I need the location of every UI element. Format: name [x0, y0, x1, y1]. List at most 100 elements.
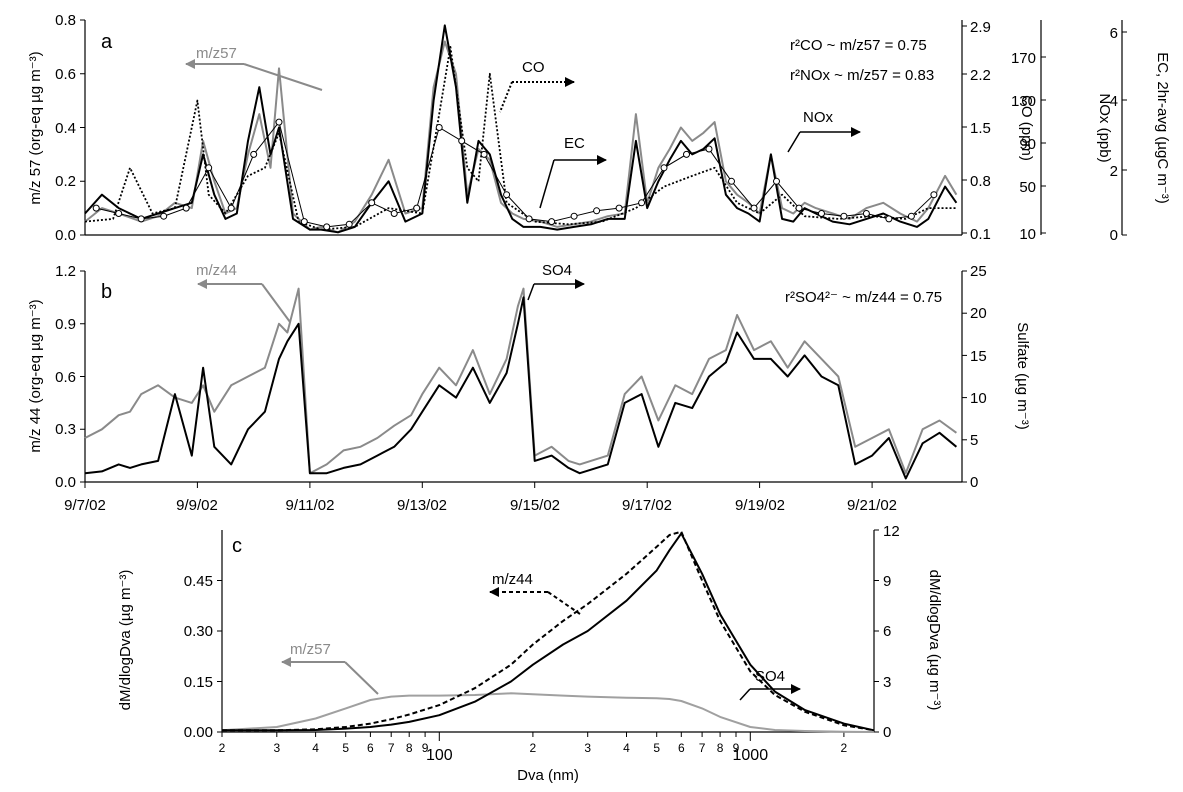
- sulfate-tick: 20: [970, 305, 987, 322]
- mz44-leader-b: [261, 283, 291, 323]
- panel-a-nox-point: [413, 204, 421, 212]
- panel-c-ytick: 0.15: [184, 674, 213, 691]
- panel-a-nox-point: [615, 204, 623, 212]
- co-tick: 2.9: [970, 19, 991, 36]
- panel-a-nox-point: [182, 204, 190, 212]
- panel-c: c 0.00 0.15 0.30 0.45 dM/dlogDva (µg m⁻³…: [117, 523, 943, 784]
- panel-a-nox-point: [503, 191, 511, 199]
- mz44-leader-c: [547, 591, 581, 615]
- panel-a-nox-point: [728, 177, 735, 185]
- so4-label-c: SO4: [755, 668, 785, 685]
- panel-a-nox-point: [525, 215, 533, 223]
- panel-a-nox-point: [275, 118, 283, 126]
- mz57-label-c: m/z57: [290, 641, 331, 658]
- panel-a-ytick: 0.0: [55, 227, 76, 244]
- co-tick: 2.2: [970, 67, 991, 84]
- panel-a-nox-point: [345, 220, 353, 228]
- co-tick: 0.1: [970, 226, 991, 243]
- panel-c-letter: c: [232, 535, 242, 557]
- panel-a-letter: a: [101, 31, 113, 53]
- panel-c-right-ticks: 0 3 6 9 12: [874, 523, 900, 741]
- panel-a-nox-point: [683, 150, 690, 158]
- ec-tick: 0: [1110, 227, 1118, 244]
- date-tick: 9/15/02: [510, 497, 560, 514]
- mz44-label-b: m/z44: [196, 262, 237, 279]
- panel-a-nox-point: [705, 145, 713, 153]
- panel-a-nox-point: [795, 204, 803, 212]
- panel-a-nox-point: [840, 212, 848, 220]
- co-label: CO: [522, 59, 545, 76]
- nox-tick: 50: [1019, 179, 1036, 196]
- panel-b-ytick: 1.2: [55, 263, 76, 280]
- panel-a-nox-point: [137, 215, 145, 223]
- date-tick: 9/7/02: [64, 497, 106, 514]
- panel-a-nox-point: [480, 150, 488, 158]
- panel-c-right-tick: 12: [883, 523, 900, 540]
- nox-axis-label: NOx (ppb): [1096, 93, 1113, 162]
- panel-a-nox-point: [660, 164, 668, 172]
- sulfate-tick: 0: [970, 474, 978, 491]
- nox-leader: [787, 131, 801, 153]
- panel-a-nox-point: [435, 124, 443, 131]
- date-tick: 9/13/02: [397, 497, 447, 514]
- panel-a-y-axis-label: m/z 57 (org-eq µg m⁻³): [27, 51, 44, 204]
- panel-a-left-ticks: 0.0 0.2 0.4 0.6 0.8: [55, 12, 85, 244]
- panel-a-nox-point: [323, 223, 331, 231]
- panel-c-so4-line: [222, 532, 875, 732]
- panel-a-plot: [84, 24, 958, 234]
- panel-c-xtick-label: 6: [367, 741, 374, 755]
- panel-c-left-ticks: 0.00 0.15 0.30 0.45: [184, 573, 222, 741]
- panel-c-xtick-label: 7: [699, 741, 706, 755]
- panel-a-nox-ticks: 10 50 90 130 170: [1011, 50, 1046, 243]
- panel-c-mz57-line: [221, 692, 875, 733]
- panel-a-nox-point: [250, 150, 258, 158]
- panel-c-xtick-label: 3: [273, 741, 280, 755]
- panel-a-nox-point: [160, 212, 168, 220]
- panel-a-nox-line: [96, 120, 935, 228]
- panel-c-xtick-label: 9: [422, 741, 429, 755]
- co-axis-label: CO (ppm): [1018, 95, 1035, 161]
- sulfate-tick: 15: [970, 348, 987, 365]
- panel-b-right-ticks: 0 5 10 15 20 25: [962, 263, 987, 491]
- panel-a-nox-point: [368, 199, 376, 207]
- panel-c-ytick: 0.45: [184, 573, 213, 590]
- panel-a-co-line: [84, 46, 957, 231]
- panel-a-nox-point: [205, 164, 213, 172]
- panel-a-ytick: 0.8: [55, 12, 76, 29]
- panel-a-ytick: 0.2: [55, 173, 76, 190]
- panel-c-xtick-label: 4: [623, 741, 630, 755]
- mz57-leader-c: [344, 661, 379, 695]
- panel-c-xtick-label: 100: [426, 747, 453, 764]
- panel-c-ytick: 0.30: [184, 623, 213, 640]
- panel-a-ytick: 0.4: [55, 120, 76, 137]
- date-tick: 9/11/02: [286, 497, 335, 514]
- panel-c-xtick-label: 3: [584, 741, 591, 755]
- panel-a-nox-point: [390, 210, 398, 217]
- panel-c-xtick-label: 2: [219, 741, 226, 755]
- panel-b-ytick: 0.0: [55, 474, 76, 491]
- co-tick: 1.5: [970, 120, 991, 137]
- so4-label-b: SO4: [542, 262, 572, 279]
- panel-c-xtick-label: 2: [841, 741, 848, 755]
- panel-b-ytick: 0.3: [55, 421, 76, 438]
- panel-a-nox-point: [548, 218, 556, 226]
- panel-a-nox-point: [300, 218, 308, 226]
- panel-a-nox-point: [907, 212, 915, 220]
- panel-a-nox-point: [773, 177, 780, 185]
- panel-a-nox-point: [638, 199, 646, 207]
- panel-b-ytick: 0.6: [55, 369, 76, 386]
- mz57-leader-a: [243, 63, 323, 91]
- panel-c-right-tick: 9: [883, 573, 891, 590]
- panel-a-nox-point: [862, 210, 870, 217]
- nox-tick: 10: [1019, 226, 1036, 243]
- panel-b-left-ticks: 0.0 0.3 0.6 0.9 1.2: [55, 263, 85, 491]
- panel-c-ytick: 0.00: [184, 724, 213, 741]
- panel-c-xtick-label: 4: [312, 741, 319, 755]
- panel-c-right-tick: 3: [883, 674, 891, 691]
- panel-b-y-axis-label: m/z 44 (org-eq µg m⁻³): [27, 299, 44, 452]
- panel-c-right-y-axis-label: dM/dlogDva (µg m⁻³): [926, 570, 943, 711]
- panel-a: a 0.0 0.2 0.4 0.6 0.8 m/z 57 (org-eq µg …: [27, 12, 1171, 244]
- nox-tick: 170: [1011, 50, 1036, 67]
- ec-axis-label: EC, 2hr-avg (µgC m⁻³): [1154, 52, 1171, 204]
- panel-a-nox-point: [593, 207, 601, 215]
